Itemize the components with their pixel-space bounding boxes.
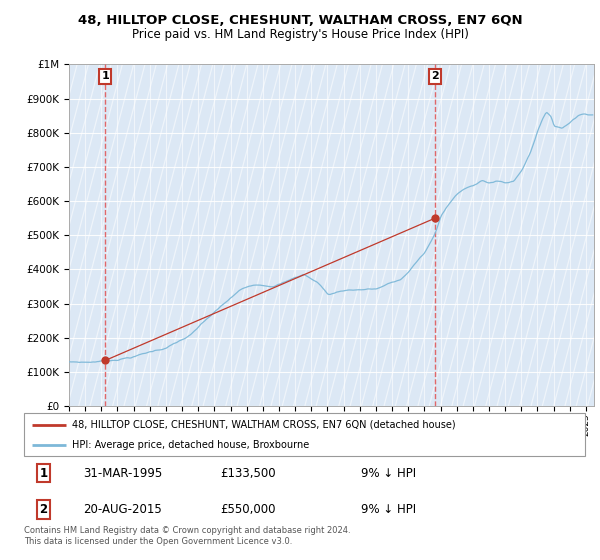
Text: 48, HILLTOP CLOSE, CHESHUNT, WALTHAM CROSS, EN7 6QN: 48, HILLTOP CLOSE, CHESHUNT, WALTHAM CRO… [77, 14, 523, 27]
Text: 2: 2 [40, 503, 47, 516]
Text: Contains HM Land Registry data © Crown copyright and database right 2024.
This d: Contains HM Land Registry data © Crown c… [24, 526, 350, 546]
Text: 20-AUG-2015: 20-AUG-2015 [83, 503, 161, 516]
Text: 2: 2 [431, 71, 439, 81]
Text: Price paid vs. HM Land Registry's House Price Index (HPI): Price paid vs. HM Land Registry's House … [131, 28, 469, 41]
FancyBboxPatch shape [24, 413, 585, 456]
Text: £133,500: £133,500 [220, 467, 276, 480]
Text: 48, HILLTOP CLOSE, CHESHUNT, WALTHAM CROSS, EN7 6QN (detached house): 48, HILLTOP CLOSE, CHESHUNT, WALTHAM CRO… [71, 419, 455, 430]
Text: 1: 1 [40, 467, 47, 480]
Text: 1: 1 [101, 71, 109, 81]
Text: £550,000: £550,000 [220, 503, 276, 516]
Text: 9% ↓ HPI: 9% ↓ HPI [361, 503, 416, 516]
Text: 9% ↓ HPI: 9% ↓ HPI [361, 467, 416, 480]
Text: 31-MAR-1995: 31-MAR-1995 [83, 467, 162, 480]
Text: HPI: Average price, detached house, Broxbourne: HPI: Average price, detached house, Brox… [71, 440, 309, 450]
